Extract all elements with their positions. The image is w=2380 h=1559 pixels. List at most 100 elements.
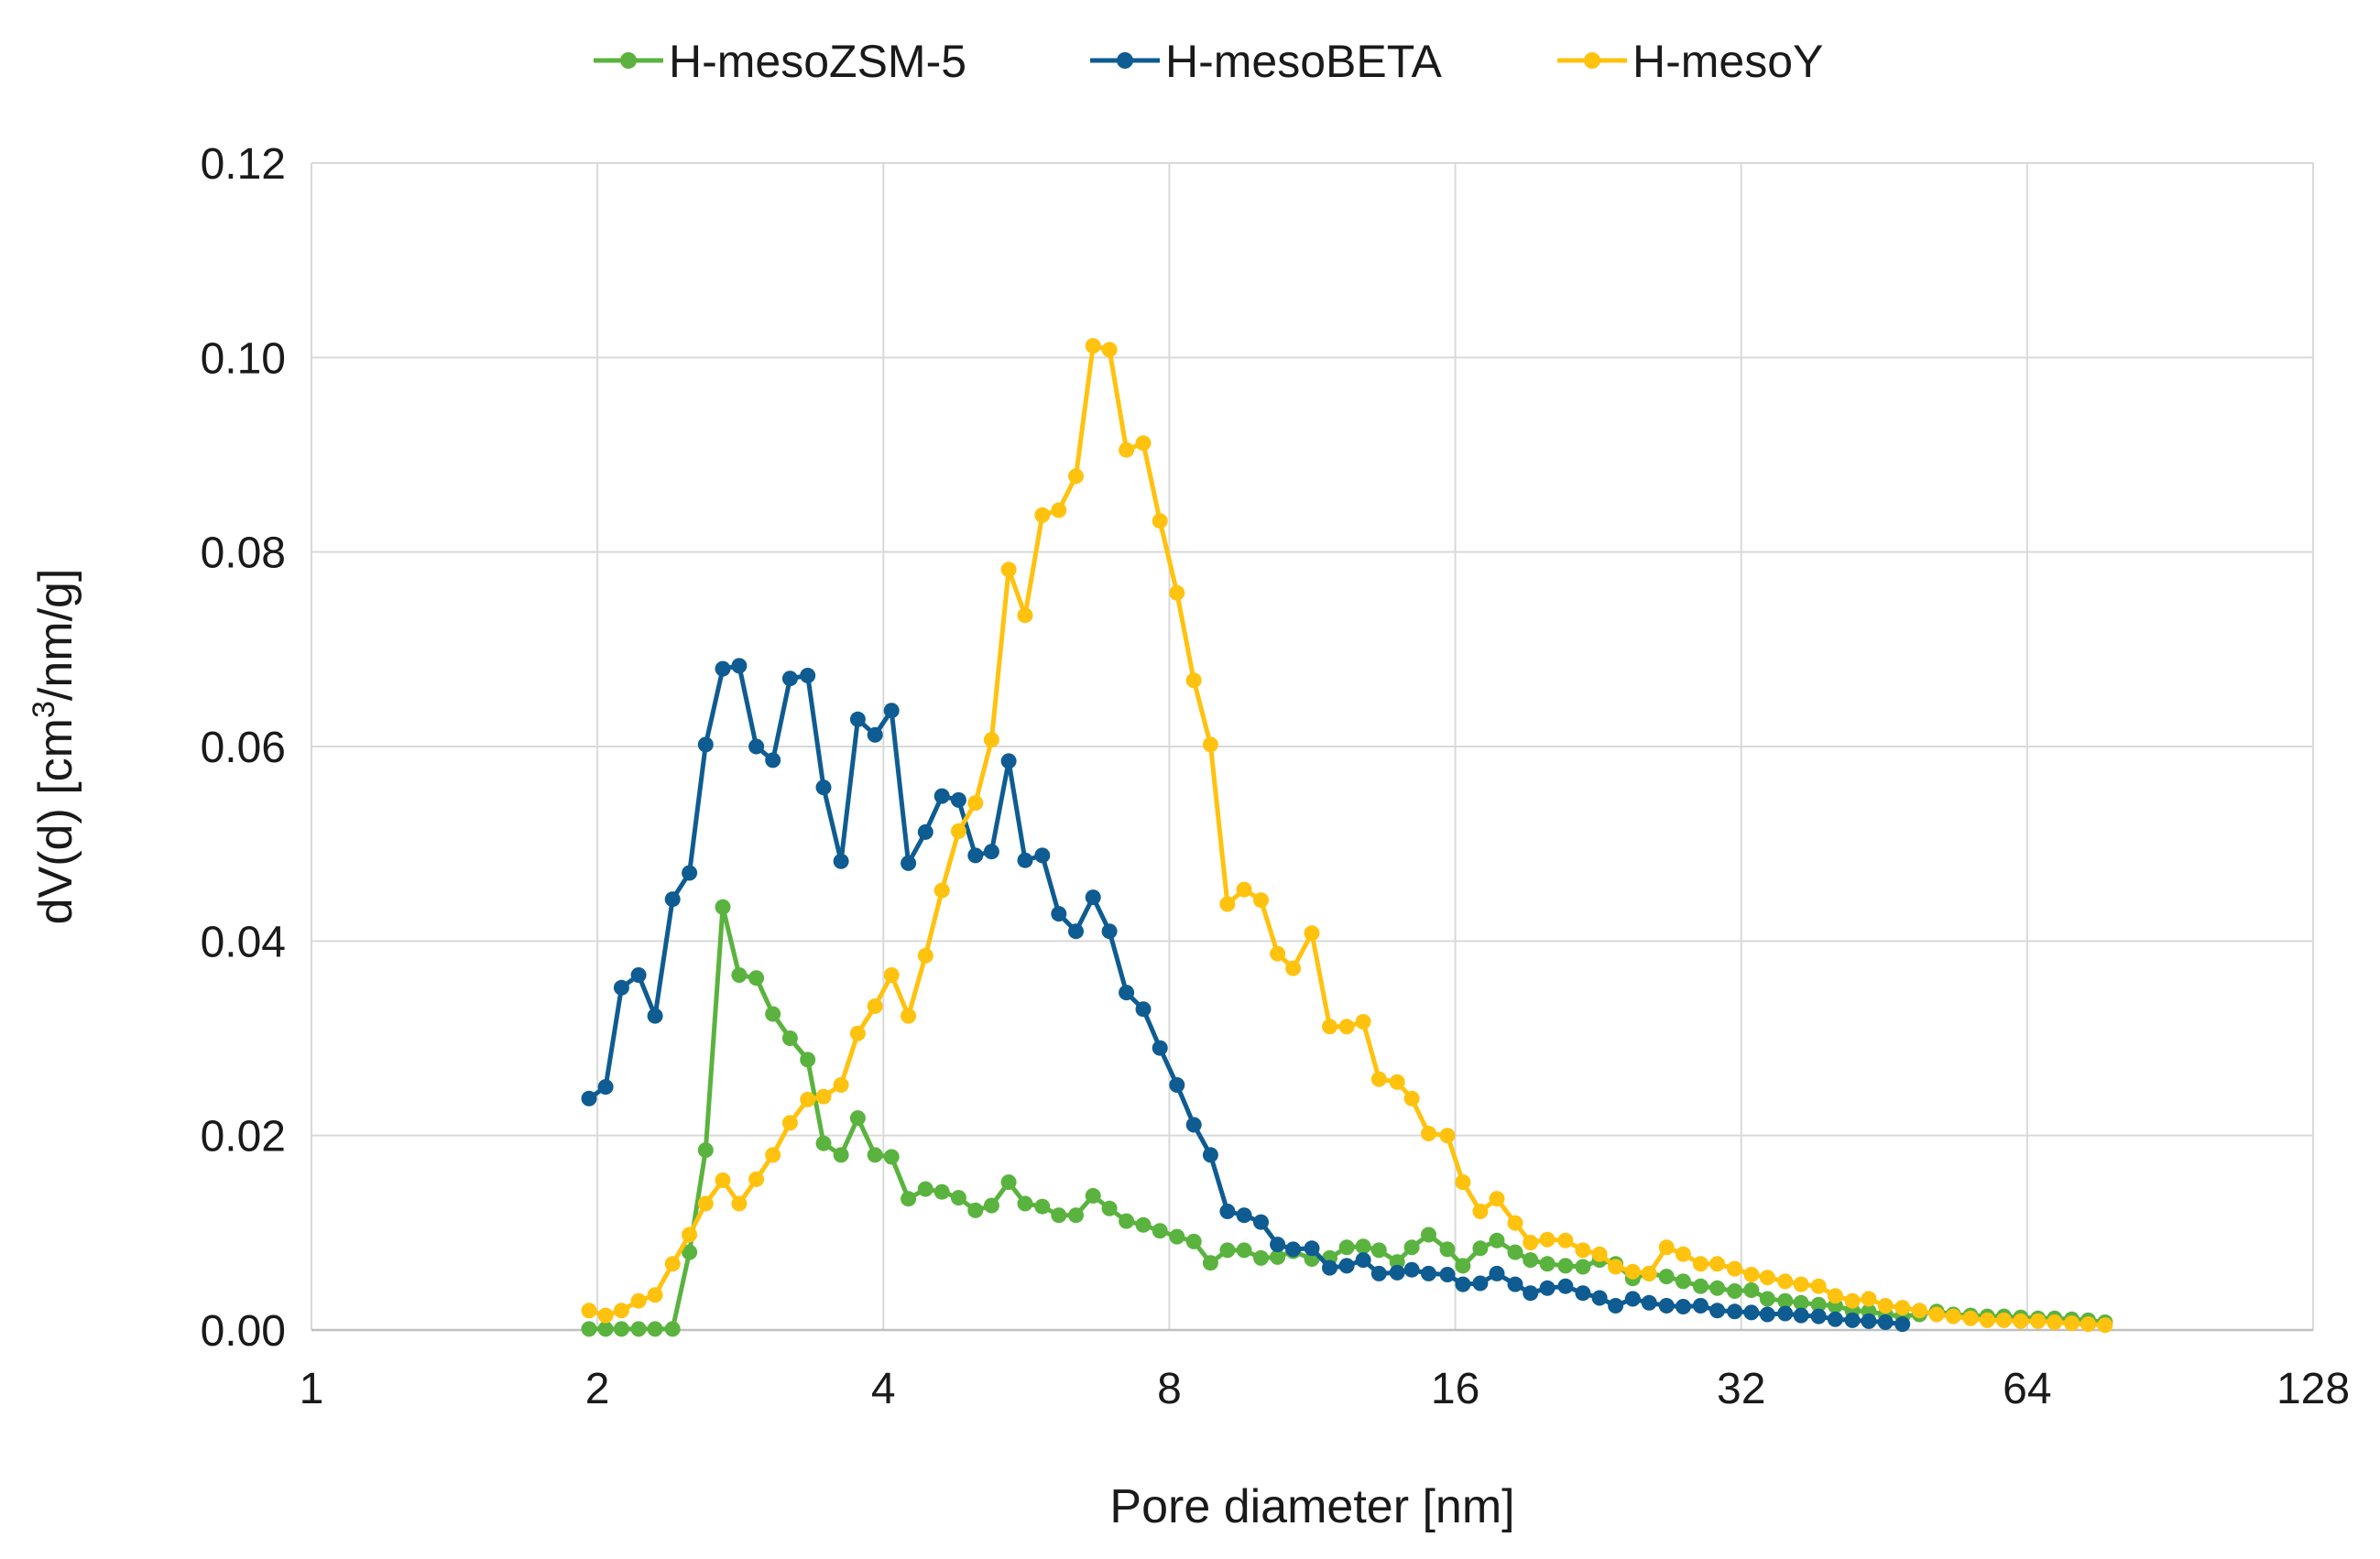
data-point	[1439, 1241, 1456, 1258]
data-point	[1793, 1294, 1809, 1311]
data-point	[1403, 1261, 1420, 1278]
data-point	[697, 1195, 714, 1212]
data-point	[1507, 1244, 1523, 1260]
data-point	[1236, 1207, 1252, 1224]
data-point	[1285, 1241, 1302, 1258]
data-point	[1439, 1128, 1456, 1144]
data-point	[1370, 1265, 1387, 1281]
data-point	[1169, 1228, 1185, 1245]
data-point	[1068, 923, 1084, 940]
data-point	[1489, 1265, 1505, 1281]
data-point	[697, 736, 714, 753]
data-point	[815, 1088, 832, 1105]
data-point	[731, 658, 748, 674]
data-point	[815, 1135, 832, 1151]
data-point	[1421, 1226, 1436, 1243]
data-point	[1692, 1278, 1709, 1294]
data-point	[1034, 507, 1051, 523]
data-point	[1017, 852, 1033, 868]
data-point	[1962, 1310, 1979, 1326]
data-point	[1675, 1299, 1691, 1314]
data-point	[1304, 925, 1320, 942]
data-point	[950, 791, 966, 808]
data-point	[1119, 442, 1135, 458]
legend-item: H-mesoBETA	[1090, 36, 1443, 87]
x-axis-title: Pore diameter [nm]	[1109, 1480, 1514, 1533]
data-point	[901, 1008, 917, 1024]
data-point	[1253, 892, 1269, 909]
data-point	[731, 967, 748, 983]
data-point	[983, 844, 999, 860]
data-point	[1709, 1280, 1726, 1296]
data-point	[765, 1006, 781, 1022]
data-point	[1827, 1311, 1843, 1327]
data-point	[2064, 1315, 2080, 1332]
data-point	[630, 967, 647, 983]
data-point	[1777, 1292, 1794, 1309]
data-point	[1861, 1291, 1877, 1307]
data-point	[1692, 1298, 1709, 1314]
data-point	[1135, 435, 1152, 452]
data-point	[715, 660, 731, 677]
data-point	[1472, 1240, 1489, 1257]
data-point	[1575, 1242, 1591, 1259]
data-point	[983, 1197, 999, 1214]
data-point	[1777, 1273, 1794, 1290]
data-point	[1608, 1259, 1624, 1275]
data-point	[1304, 1240, 1320, 1257]
data-point	[1507, 1215, 1523, 1231]
data-point	[1185, 1233, 1202, 1249]
data-point	[1185, 672, 1202, 689]
data-point	[1068, 468, 1084, 485]
data-point	[849, 1110, 866, 1127]
legend-item: H-mesoY	[1557, 36, 1823, 87]
data-point	[800, 1091, 816, 1107]
data-point	[1439, 1267, 1456, 1282]
data-point	[1539, 1280, 1556, 1296]
data-point	[983, 732, 999, 748]
data-series	[581, 338, 2113, 1337]
y-tick-label: 0.06	[201, 724, 286, 772]
data-point	[748, 970, 765, 987]
data-point	[1709, 1256, 1726, 1272]
x-tick-label: 64	[2003, 1365, 2051, 1413]
data-point	[1370, 1242, 1387, 1259]
legend-item: H-mesoZSM-5	[594, 36, 966, 87]
data-point	[1827, 1288, 1843, 1304]
data-point	[581, 1090, 597, 1107]
data-point	[1861, 1313, 1877, 1329]
data-point	[2013, 1313, 2029, 1329]
data-point	[765, 752, 781, 769]
x-tick-label: 8	[1157, 1365, 1182, 1413]
data-point	[1727, 1283, 1743, 1299]
series-H-mesoBETA	[581, 658, 1911, 1333]
data-point	[950, 823, 966, 839]
data-point	[1759, 1291, 1775, 1307]
data-point	[1119, 985, 1135, 1001]
data-point	[1169, 1077, 1185, 1093]
data-point	[1085, 889, 1101, 906]
data-point	[1945, 1308, 1961, 1325]
y-axis-title-main: dV(d) [cm	[29, 718, 82, 924]
data-point	[697, 1142, 714, 1159]
data-point	[1777, 1305, 1794, 1322]
data-point	[1489, 1232, 1505, 1248]
data-point	[1810, 1296, 1827, 1313]
legend-label: H-mesoZSM-5	[669, 36, 966, 87]
data-point	[1727, 1260, 1743, 1277]
data-point	[647, 1008, 663, 1024]
data-point	[1996, 1312, 2012, 1328]
data-point	[1523, 1235, 1539, 1250]
data-point	[1051, 906, 1067, 922]
data-point	[1472, 1275, 1489, 1292]
data-point	[833, 853, 849, 869]
data-point	[1119, 1213, 1135, 1229]
data-point	[1135, 1001, 1152, 1018]
data-point	[1591, 1290, 1608, 1306]
data-point	[1675, 1246, 1691, 1262]
y-tick-label: 0.02	[201, 1113, 286, 1161]
data-point	[1101, 1200, 1118, 1216]
data-point	[933, 882, 950, 899]
data-point	[613, 979, 629, 996]
data-point	[1403, 1239, 1420, 1256]
